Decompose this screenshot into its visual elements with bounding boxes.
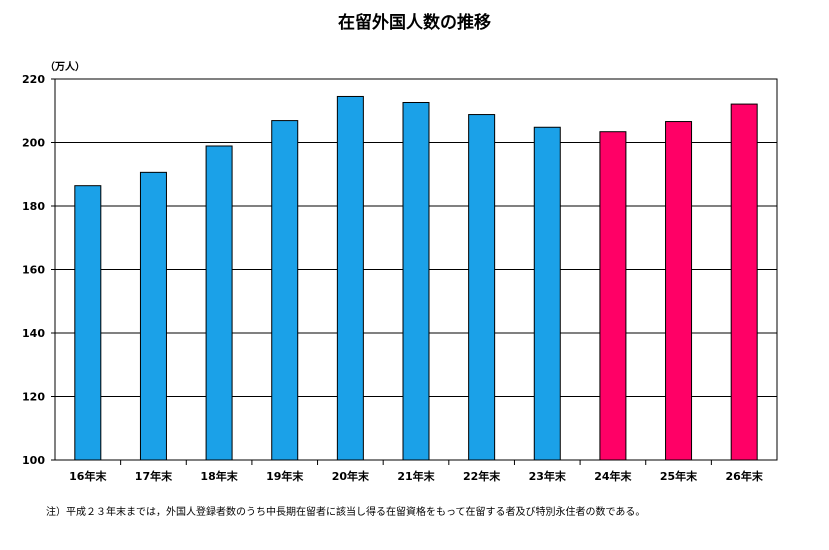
- x-tick-label: 16年末: [69, 469, 107, 483]
- y-tick-label: 140: [22, 327, 45, 340]
- x-tick-label: 23年末: [529, 469, 567, 483]
- bar: [468, 114, 496, 461]
- y-tick-label: 180: [22, 200, 45, 213]
- x-tick-label: 20年末: [332, 469, 370, 483]
- x-tick-label: 24年末: [594, 469, 632, 483]
- y-tick-label: 100: [22, 454, 45, 467]
- x-tick-label: 19年末: [266, 469, 304, 483]
- bar: [336, 95, 364, 461]
- bar: [533, 126, 561, 461]
- x-tick-label: 22年末: [463, 469, 501, 483]
- y-tick-label: 160: [22, 264, 45, 277]
- chart-title: 在留外国人数の推移: [338, 13, 491, 33]
- footnote: 注）平成２３年末までは，外国人登録者数のうち中長期在留者に該当し得る在留資格をも…: [46, 507, 646, 518]
- y-axis-unit-label: （万人）: [45, 62, 85, 73]
- bar-chart: 100 120 140 160 180 200 220 16年末 17年末 18年末 19年末 20年…: [22, 73, 778, 483]
- bar: [139, 171, 167, 461]
- bar: [665, 121, 693, 461]
- x-tick-label: 18年末: [200, 469, 238, 483]
- bar: [271, 120, 299, 461]
- x-tick-label: 21年末: [397, 469, 435, 483]
- x-tick-label: 17年末: [135, 469, 173, 483]
- x-tick-label: 26年末: [726, 469, 764, 483]
- bar: [205, 145, 233, 461]
- bar: [74, 185, 102, 461]
- y-tick-label: 220: [22, 73, 45, 86]
- x-tick-label: 25年末: [660, 469, 698, 483]
- bar: [730, 103, 758, 461]
- y-tick-label: 120: [22, 391, 45, 404]
- bar: [599, 131, 627, 461]
- bar: [402, 101, 430, 461]
- y-tick-label: 200: [22, 137, 45, 150]
